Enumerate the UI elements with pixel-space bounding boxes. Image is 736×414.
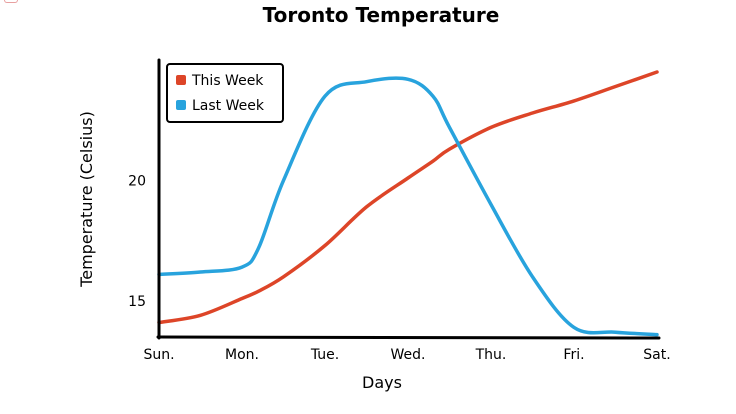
legend-swatch-last-week bbox=[176, 100, 186, 110]
x-tick-label: Mon. bbox=[225, 347, 259, 363]
x-axis-label: Days bbox=[362, 373, 402, 392]
legend-label-this-week: This Week bbox=[191, 73, 264, 89]
series-line-this-week bbox=[157, 70, 659, 325]
plot-lines bbox=[157, 70, 659, 337]
chart-title: Toronto Temperature bbox=[263, 3, 500, 27]
y-tick-label: 15 bbox=[128, 294, 146, 310]
x-tick-label: Thu. bbox=[475, 347, 507, 363]
series-line-last-week bbox=[157, 76, 659, 337]
legend-box bbox=[166, 63, 284, 123]
corner-mark bbox=[4, 0, 18, 3]
x-tick-label: Sat. bbox=[643, 347, 670, 363]
y-tick-label: 20 bbox=[128, 173, 146, 189]
x-tick-label: Wed. bbox=[391, 347, 426, 363]
x-tick-labels: Sun. Mon. Tue. Wed. Thu. Fri. Sat. bbox=[143, 347, 670, 363]
y-axis-label: Temperature (Celsius) bbox=[77, 111, 96, 288]
x-tick-label: Tue. bbox=[310, 347, 339, 363]
x-tick-label: Sun. bbox=[143, 347, 174, 363]
legend-swatch-this-week bbox=[176, 75, 186, 85]
x-axis-line bbox=[156, 335, 661, 340]
legend-label-last-week: Last Week bbox=[192, 98, 265, 114]
x-tick-label: Fri. bbox=[563, 347, 584, 363]
legend: This Week Last Week bbox=[166, 63, 284, 123]
